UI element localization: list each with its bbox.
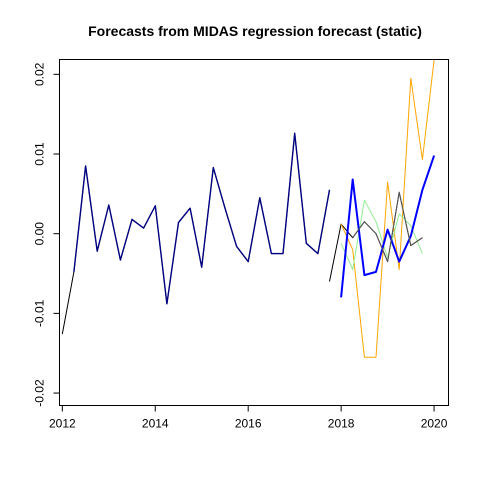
series-layer [61,59,436,358]
y-tick-label: 0.02 [33,62,47,86]
series-line-5 [340,155,436,298]
series-line-4 [340,199,423,270]
series-line-6 [352,191,423,263]
y-axis: -0.02 -0.01 0.00 0.01 0.02 [33,62,60,407]
y-tick-label: 0.01 [33,142,47,166]
y-tick-label: 0.00 [33,222,47,246]
y-tick-label: -0.02 [33,379,47,407]
chart-title: Forecasts from MIDAS regression forecast… [88,23,422,39]
x-tick-label: 2020 [421,417,448,431]
x-tick-label: 2012 [49,417,76,431]
y-tick-label: -0.01 [33,299,47,327]
series-line-1 [61,132,423,335]
series-line-3 [340,59,435,358]
x-tick-label: 2016 [235,417,262,431]
x-tick-label: 2014 [142,417,169,431]
x-tick-label: 2018 [328,417,355,431]
x-axis: 2012 2014 2016 2018 2020 [49,405,448,431]
series-line-2 [73,132,331,305]
